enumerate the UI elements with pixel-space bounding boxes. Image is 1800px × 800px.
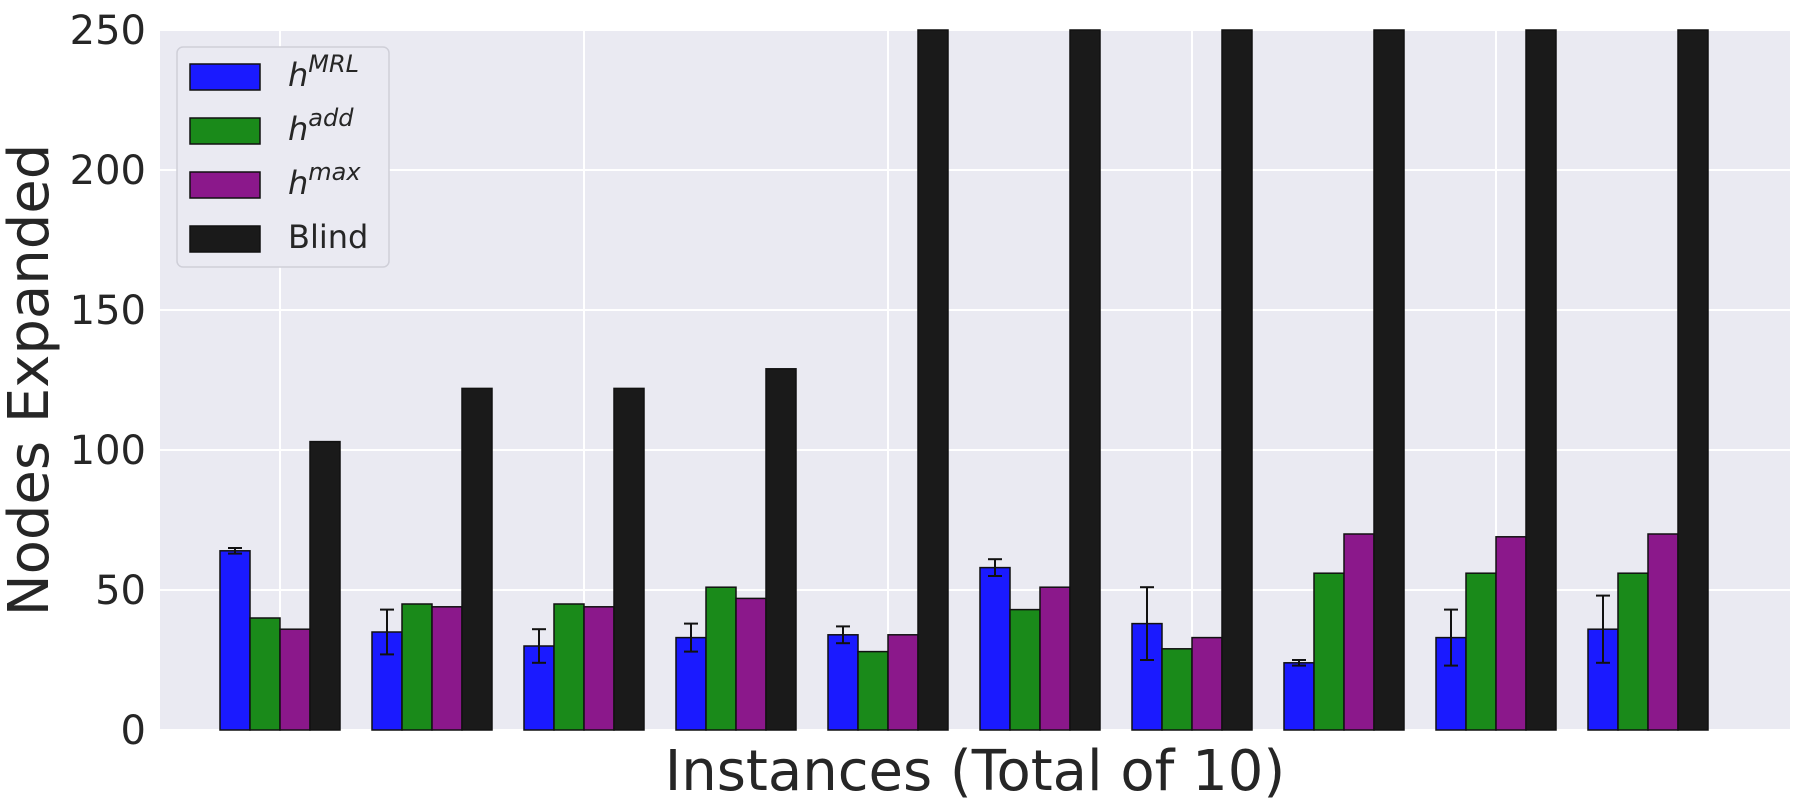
legend-swatch [189,225,261,253]
bar-mrl [827,634,859,731]
bar-mrl [219,550,251,731]
bar-add [1161,648,1193,731]
bar-max [583,606,615,731]
y-tick-label: 100 [70,428,146,474]
legend-swatch [189,171,261,199]
bar-blind [1525,29,1557,731]
bar-max [431,606,463,731]
y-tick-labels: 0 50 100 150 200 250 [70,8,146,754]
bar-blind [1677,29,1709,731]
y-axis-title: Nodes Expanded [0,144,62,617]
bar-max [279,628,311,731]
bar-max [1191,636,1223,731]
bar-blind [1373,29,1405,731]
bar-blind [917,29,949,731]
y-tick-label: 200 [70,148,146,194]
bar-add [1313,572,1345,731]
bar-max [1039,586,1071,731]
error-bars [228,547,1610,667]
bar-add [401,603,433,731]
y-tick-label: 0 [121,708,146,754]
bar-add [249,617,281,731]
legend-label: hadd [288,104,354,148]
bar-max [735,597,767,731]
y-tick-label: 150 [70,288,146,334]
legend-label: Blind [288,218,368,256]
bar-add [705,586,737,731]
bar-blind [765,368,797,731]
bar-blind [309,440,341,731]
bar-add [857,650,889,731]
legend-label: hmax [288,158,361,202]
bar-max [1343,533,1375,731]
x-axis-title: Instances (Total of 10) [665,739,1285,800]
bar-blind [1069,29,1101,731]
bars [219,29,1709,731]
legend-swatch [189,117,261,145]
bar-blind [461,387,493,731]
bar-blind [613,387,645,731]
bar-add [1617,572,1649,731]
bar-max [1495,536,1527,731]
bar-mrl [1283,662,1315,731]
legend-swatch [189,63,261,91]
bar-add [1465,572,1497,731]
y-tick-label: 250 [70,8,146,54]
bar-blind [1221,29,1253,731]
bar-mrl [979,566,1011,731]
legend: hMRL hadd hmax Blind [176,46,390,268]
y-tick-label: 50 [95,568,146,614]
bar-add [1009,608,1041,731]
bar-max [887,634,919,731]
legend-label: hMRL [288,50,359,94]
legend-box [176,46,390,268]
bar-max [1647,533,1679,731]
bar-add [553,603,585,731]
